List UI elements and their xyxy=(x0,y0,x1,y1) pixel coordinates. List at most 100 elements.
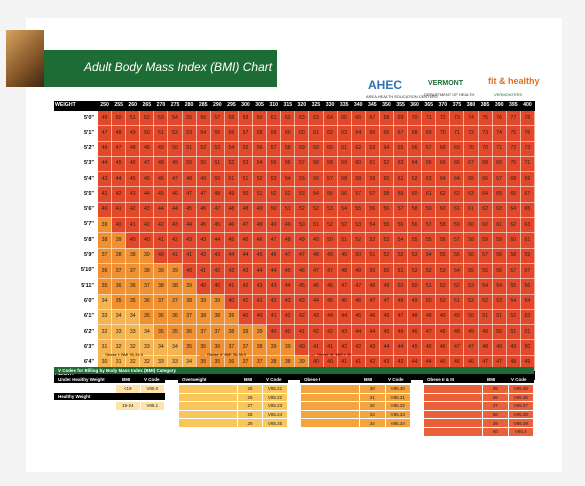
bmi-cell: 32 xyxy=(111,339,127,356)
bmi-cell: 59 xyxy=(421,201,437,219)
bmi-cell: 48 xyxy=(407,308,423,326)
weight-header: 340 xyxy=(350,101,366,111)
bmi-cell: 52 xyxy=(364,232,380,249)
bmi-cell: 74 xyxy=(491,125,507,142)
bmi-cell: 42 xyxy=(96,186,113,203)
overweight-label: Overweight xyxy=(182,377,207,382)
bmi-cell: 45 xyxy=(139,171,155,188)
bmi-cell: 39 xyxy=(195,293,211,310)
bmi-cell: 52 xyxy=(477,293,493,310)
bmi-cell: 41 xyxy=(252,293,268,310)
bmi-cell: 51 xyxy=(449,293,465,310)
bmi-cell: 58 xyxy=(463,232,479,249)
table-row: 6'2" 32 33 33 34 35 35 36 37 37 38 39 39 40 40 41 42 42 43… xyxy=(54,324,536,341)
bmi-cell: 44 xyxy=(181,217,197,234)
table-cell: 30 xyxy=(359,384,386,394)
axis-label: WEIGHT xyxy=(54,101,98,111)
table-cell: 25 xyxy=(237,384,263,394)
bmi-cell: 35 xyxy=(125,293,141,310)
bmi-cell: 50 xyxy=(463,308,479,326)
height-label: 6'3" xyxy=(54,339,98,356)
bmi-cell: 47 xyxy=(392,308,409,326)
bmi-cell: 53 xyxy=(407,247,423,264)
bmi-cell: 55 xyxy=(350,201,366,219)
bmi-cell: 61 xyxy=(266,109,282,127)
bmi-cell: 40 xyxy=(209,278,225,295)
vcode-col-header: V Code xyxy=(144,377,160,382)
table-row: 37 V85.37 xyxy=(423,401,534,411)
bmi-cell: 49 xyxy=(378,278,394,295)
bmi-cell: 55 xyxy=(421,232,437,249)
obese1-header: Obese I BMI V Code xyxy=(300,376,411,383)
bmi-cell: 65 xyxy=(519,201,536,219)
bmi-cell: 60 xyxy=(252,109,268,127)
bmi-cell: 51 xyxy=(125,109,141,127)
weight-header: 290 xyxy=(209,101,225,111)
weight-header: 335 xyxy=(336,101,352,111)
bmi-cell: 60 xyxy=(378,171,394,188)
table-cell: 40 xyxy=(482,426,509,437)
bmi-cell: 43 xyxy=(252,278,268,295)
bmi-cell: 62 xyxy=(350,140,366,157)
bmi-cell: 50 xyxy=(322,232,338,249)
bmi-cell: 61 xyxy=(463,201,479,219)
bmi-cell: 41 xyxy=(167,247,183,264)
bmi-cell: 61 xyxy=(392,171,409,188)
bmi-cell: 54 xyxy=(364,217,380,234)
bmi-cell: 43 xyxy=(195,232,211,249)
height-label: 5'4" xyxy=(54,171,98,187)
table-row: 5'3" 44 45 46 47 48 49 50 50 51 52 53 54 55 56 57 58 58 59… xyxy=(54,155,536,173)
bmi-cell: 62 xyxy=(449,186,465,203)
bmi-cell: 40 xyxy=(181,262,197,280)
bmi-cell: 67 xyxy=(364,109,380,127)
bmi-cell: 53 xyxy=(153,109,169,127)
bmi-cell: 65 xyxy=(421,155,437,173)
vermont-logo-text: VERMONT xyxy=(428,80,463,87)
bmi-cell: 43 xyxy=(294,293,310,310)
bmi-cell: 60 xyxy=(477,217,493,234)
weight-header: 295 xyxy=(223,101,239,111)
bmi-cell: 49 xyxy=(449,308,465,326)
bmi-cell: 46 xyxy=(195,201,211,219)
bmi-cell: 62 xyxy=(280,109,296,127)
bmi-cell: 70 xyxy=(407,109,423,127)
bmi-cell: 50 xyxy=(209,171,225,188)
bmi-cell: 53 xyxy=(378,232,394,249)
bmi-cell: 52 xyxy=(223,155,239,173)
bmi-cell: 34 xyxy=(153,339,169,356)
bmi-cell: 46 xyxy=(96,140,113,157)
bmi-cell: 50 xyxy=(491,324,507,341)
weight-header: 320 xyxy=(294,101,310,111)
bmi-cell: 71 xyxy=(449,125,465,142)
table-cell: <19 xyxy=(115,384,141,394)
table-cell: V85.24 xyxy=(262,409,288,420)
table-cell: V85.37 xyxy=(507,401,534,411)
bmi-cell: 60 xyxy=(280,125,296,142)
bmi-cell: 56 xyxy=(195,109,211,127)
weight-header: 380 xyxy=(463,101,479,111)
height-label: 5'2" xyxy=(54,141,98,157)
height-label: 5'9" xyxy=(54,248,98,264)
bmi-cell: 50 xyxy=(167,140,183,157)
bmi-cell: 45 xyxy=(209,217,225,234)
bmi-cell: 49 xyxy=(463,324,479,341)
bmi-cell: 69 xyxy=(392,109,409,127)
bmi-cell: 62 xyxy=(378,155,394,173)
bmi-cell: 65 xyxy=(491,186,507,203)
table-row: 30 V85.30 xyxy=(300,384,411,394)
bmi-cell: 57 xyxy=(237,125,254,142)
bmi-cell: 33 xyxy=(111,324,127,341)
bmi-cell: 55 xyxy=(181,109,197,127)
bmi-cell: 43 xyxy=(237,262,254,280)
bmi-cell: 47 xyxy=(322,262,338,280)
bmi-cell: 62 xyxy=(407,171,423,188)
bmi-cell: 44 xyxy=(111,171,127,188)
bmi-cell: 46 xyxy=(237,232,254,249)
ahec-logo-text: AHEC xyxy=(368,78,403,92)
height-label: 5'10" xyxy=(54,263,98,279)
bmi-cell: 58 xyxy=(505,247,521,264)
table-cell xyxy=(300,418,360,428)
bmi-cell: 49 xyxy=(153,140,169,157)
weight-header: 390 xyxy=(491,101,507,111)
bmi-cell: 46 xyxy=(364,308,380,326)
